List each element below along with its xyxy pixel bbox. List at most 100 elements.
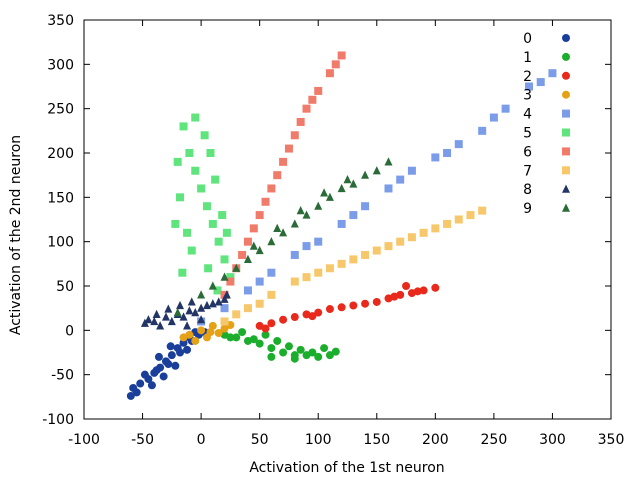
data-point-series-6 — [261, 197, 270, 206]
legend-label-0: 0 — [523, 31, 532, 47]
data-point-series-2 — [361, 299, 370, 308]
data-point-series-8 — [156, 321, 165, 330]
data-point-series-9 — [249, 241, 258, 250]
x-tick-label: 350 — [598, 432, 625, 448]
data-point-series-5 — [214, 237, 223, 246]
data-point-series-7 — [361, 250, 370, 259]
data-point-series-0 — [167, 351, 176, 360]
tick-labels: -100 -50 0 50 100 150 200 250 300 350-100-5005010… — [42, 13, 624, 448]
data-point-series-3 — [208, 321, 217, 330]
data-point-series-4 — [407, 166, 416, 175]
y-tick-label: 300 — [47, 57, 74, 73]
data-point-series-8 — [150, 316, 159, 326]
data-point-series-0 — [164, 360, 173, 369]
data-point-series-8 — [161, 312, 170, 321]
legend: 0 1 2 3 4 5 6 7 8 9 — [523, 31, 570, 217]
data-point-series-5 — [171, 219, 180, 228]
data-point-series-7 — [220, 317, 229, 326]
data-point-series-0 — [176, 348, 185, 357]
data-point-series-4 — [349, 211, 358, 220]
data-point-series-4 — [220, 304, 229, 313]
legend-label-3: 3 — [523, 88, 532, 104]
data-point-series-7 — [431, 224, 440, 233]
data-point-series-2 — [431, 283, 440, 292]
data-point-series-6 — [331, 60, 340, 69]
data-point-series-5 — [173, 157, 182, 166]
data-point-series-5 — [222, 228, 231, 237]
legend-label-9: 9 — [523, 201, 532, 217]
data-point-series-1 — [314, 352, 323, 361]
data-point-series-5 — [191, 113, 200, 122]
data-point-series-7 — [255, 299, 264, 308]
data-point-series-8 — [214, 297, 223, 306]
plot-frame — [83, 19, 612, 420]
y-tick-label: 150 — [47, 190, 74, 206]
data-point-series-6 — [238, 250, 247, 259]
legend-marker-3 — [562, 90, 570, 99]
data-point-series-7 — [290, 277, 299, 286]
data-point-series-2 — [290, 313, 299, 322]
data-point-series-9 — [255, 245, 264, 255]
data-point-series-1 — [290, 354, 299, 363]
data-point-series-5 — [211, 175, 220, 184]
data-point-series-3 — [214, 328, 223, 337]
data-point-series-5 — [191, 166, 200, 175]
data-point-series-2 — [402, 282, 411, 290]
data-point-series-3 — [191, 336, 200, 345]
data-point-series-6 — [325, 69, 334, 78]
data-point-series-9 — [372, 166, 381, 175]
data-point-series-8 — [183, 321, 192, 330]
data-points — [126, 51, 557, 400]
data-point-series-9 — [343, 175, 352, 184]
data-point-series-0 — [183, 345, 192, 354]
data-point-series-4 — [302, 242, 311, 251]
legend-marker-7 — [562, 166, 570, 175]
data-point-series-2 — [325, 305, 334, 314]
data-point-series-1 — [308, 348, 317, 357]
data-point-series-0 — [126, 391, 135, 400]
data-point-series-5 — [218, 211, 227, 220]
data-point-series-8 — [167, 316, 176, 326]
data-point-series-1 — [226, 333, 235, 342]
data-point-series-2 — [372, 297, 381, 306]
data-point-series-8 — [164, 304, 173, 313]
data-point-series-4 — [501, 104, 510, 113]
data-point-series-3 — [197, 326, 206, 335]
data-point-series-1 — [238, 328, 247, 337]
x-tick-label: 50 — [251, 432, 269, 448]
data-point-series-3 — [220, 324, 229, 333]
data-point-series-7 — [407, 233, 416, 242]
data-point-series-8 — [222, 290, 231, 299]
data-point-series-4 — [267, 268, 276, 277]
data-point-series-2 — [419, 286, 428, 295]
data-point-series-0 — [147, 381, 156, 390]
data-point-series-6 — [284, 144, 293, 153]
data-point-series-0 — [152, 366, 161, 375]
data-point-series-4 — [243, 286, 252, 295]
data-point-series-1 — [267, 344, 276, 353]
data-point-series-0 — [140, 370, 149, 379]
data-point-series-0 — [166, 342, 175, 351]
legend-label-4: 4 — [523, 107, 532, 123]
data-point-series-1 — [320, 344, 329, 353]
data-point-series-7 — [302, 273, 311, 282]
y-axis-label: Activation of the 2nd neuron — [8, 135, 24, 335]
data-point-series-1 — [261, 330, 270, 339]
data-point-series-5 — [204, 264, 213, 273]
data-point-series-9 — [279, 228, 288, 237]
data-point-series-7 — [337, 259, 346, 268]
data-point-series-5 — [200, 131, 209, 140]
x-tick-label: 150 — [363, 432, 390, 448]
y-tick-label: 200 — [47, 146, 74, 162]
y-tick-label: -100 — [42, 412, 74, 428]
legend-marker-6 — [562, 147, 570, 156]
legend-label-6: 6 — [523, 144, 532, 160]
data-point-series-4 — [489, 113, 498, 122]
data-point-series-1 — [296, 345, 305, 354]
data-point-series-2 — [349, 301, 358, 310]
data-point-series-9 — [208, 281, 217, 290]
data-point-series-4 — [361, 202, 370, 211]
legend-label-5: 5 — [523, 126, 532, 142]
y-tick-label: 0 — [65, 323, 74, 339]
data-point-series-8 — [144, 315, 153, 324]
